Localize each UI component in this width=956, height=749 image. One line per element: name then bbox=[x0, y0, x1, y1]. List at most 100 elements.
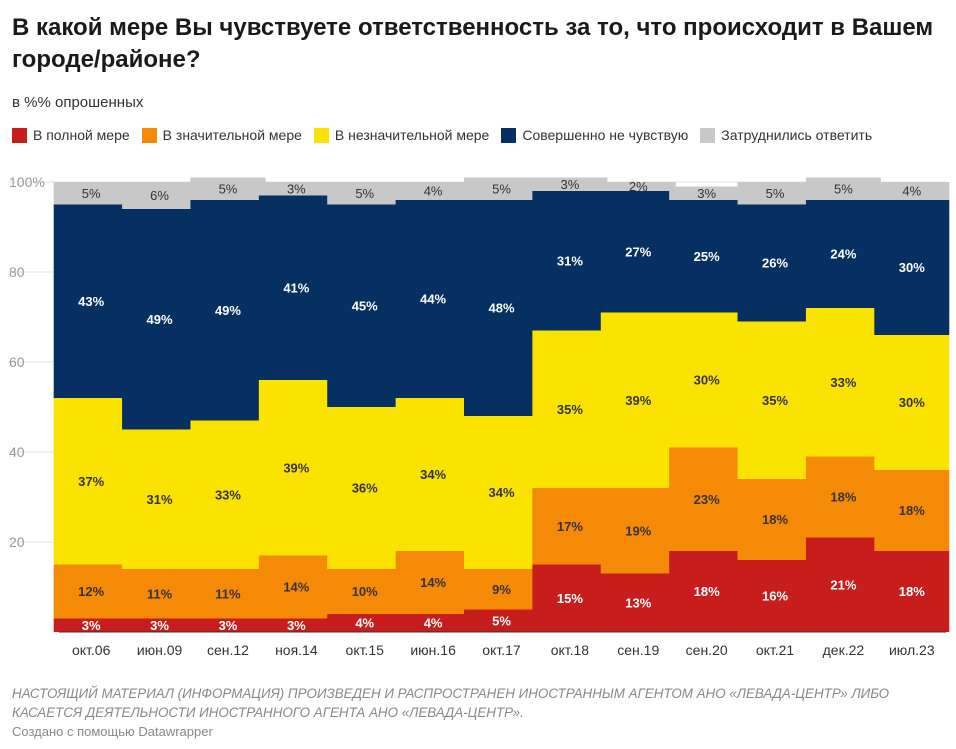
bar-segment bbox=[122, 569, 198, 619]
x-tick-label: окт.15 bbox=[346, 642, 385, 658]
bar-segment bbox=[190, 420, 266, 569]
x-tick-label: дек.22 bbox=[823, 642, 865, 658]
x-tick-label: окт.21 bbox=[756, 642, 795, 658]
legend-item: Затруднились ответить bbox=[700, 127, 872, 143]
bar-segment bbox=[532, 488, 608, 565]
bar-segment bbox=[190, 618, 266, 632]
bar-segment bbox=[464, 200, 539, 416]
bar-segment bbox=[600, 312, 676, 488]
data-label: 5% bbox=[834, 181, 853, 196]
foreign-agent-notice: НАСТОЯЩИЙ МАТЕРИАЛ (ИНФОРМАЦИЯ) ПРОИЗВЕД… bbox=[12, 686, 890, 720]
legend-item: В значительной мере bbox=[141, 127, 302, 143]
x-tick-label: июн.09 bbox=[137, 642, 183, 658]
bar-segment bbox=[53, 182, 129, 205]
bar-segment bbox=[874, 200, 950, 335]
bar-segment bbox=[327, 614, 403, 632]
bar-segment bbox=[669, 551, 745, 632]
data-label: 9% bbox=[492, 582, 511, 597]
data-label: 4% bbox=[355, 616, 374, 631]
x-tick-label: ноя.14 bbox=[275, 642, 318, 658]
data-label: 3% bbox=[82, 618, 101, 633]
bar-segment bbox=[190, 177, 266, 200]
data-label: 4% bbox=[424, 616, 443, 631]
data-label: 3% bbox=[219, 618, 238, 633]
y-tick-label: 80 bbox=[9, 264, 25, 280]
data-label: 43% bbox=[78, 294, 104, 309]
bar-segment bbox=[737, 204, 813, 322]
data-label: 16% bbox=[762, 589, 788, 604]
y-tick-label: 20 bbox=[9, 534, 25, 550]
data-label: 2% bbox=[629, 179, 648, 194]
data-label: 41% bbox=[283, 280, 309, 295]
bar-segment bbox=[395, 398, 471, 551]
bar-segment bbox=[122, 209, 198, 430]
data-label: 35% bbox=[557, 402, 583, 417]
data-label: 24% bbox=[830, 247, 856, 262]
bar-segment bbox=[53, 398, 129, 565]
y-tick-label: 60 bbox=[9, 354, 25, 370]
chart-legend: В полной мере В значительной мере В незнач… bbox=[12, 124, 884, 146]
bar-segment bbox=[258, 380, 334, 556]
bar-segment bbox=[532, 564, 608, 632]
bar-segment bbox=[737, 479, 813, 560]
bar-segment bbox=[669, 447, 745, 551]
bar-segment bbox=[258, 195, 334, 380]
data-label: 21% bbox=[830, 577, 856, 592]
data-label: 17% bbox=[557, 519, 583, 534]
legend-swatch bbox=[12, 127, 27, 143]
bar-segment bbox=[53, 204, 129, 398]
bar-segment bbox=[122, 429, 198, 569]
legend-item: В незначительной мере bbox=[313, 127, 490, 143]
bar-segment bbox=[805, 456, 881, 538]
datawrapper-credit: Создано с помощью Datawrapper bbox=[12, 724, 213, 739]
data-label: 15% bbox=[557, 591, 583, 606]
legend-swatch bbox=[313, 127, 329, 143]
bar-segment bbox=[805, 200, 881, 308]
legend-item: В полной мере bbox=[12, 127, 130, 143]
legend-swatch bbox=[141, 127, 157, 143]
data-label: 18% bbox=[694, 584, 720, 599]
bar-segment bbox=[874, 470, 950, 551]
data-label: 49% bbox=[215, 303, 241, 318]
x-tick-label: окт.18 bbox=[551, 642, 590, 658]
data-label: 10% bbox=[352, 584, 378, 599]
data-label: 30% bbox=[899, 395, 925, 410]
data-label: 33% bbox=[215, 487, 241, 502]
bar-segment bbox=[327, 569, 403, 614]
data-label: 39% bbox=[625, 393, 651, 408]
data-label: 5% bbox=[355, 186, 374, 201]
data-label: 3% bbox=[697, 186, 716, 201]
bar-segment bbox=[532, 177, 608, 191]
data-label: 4% bbox=[424, 184, 443, 199]
bar-segment bbox=[464, 569, 539, 610]
x-tick-label: июл.23 bbox=[889, 642, 935, 658]
bar-segment bbox=[53, 618, 129, 632]
bar-segment bbox=[258, 555, 334, 619]
legend-label: Совершенно не чувствую bbox=[522, 127, 689, 143]
data-label: 3% bbox=[287, 618, 306, 633]
data-label: 14% bbox=[283, 580, 309, 595]
bar-segment bbox=[874, 182, 950, 200]
y-tick-label: 100% bbox=[9, 174, 45, 190]
bar-segment bbox=[532, 191, 608, 331]
legend-label: В незначительной мере bbox=[334, 127, 490, 143]
bar-segment bbox=[737, 182, 813, 205]
data-label: 5% bbox=[219, 181, 238, 196]
data-label: 18% bbox=[899, 503, 925, 518]
bar-segment bbox=[600, 488, 676, 574]
data-label: 39% bbox=[283, 460, 309, 475]
data-label: 19% bbox=[625, 523, 651, 538]
bar-segment bbox=[327, 407, 403, 569]
legend-swatch bbox=[700, 127, 716, 143]
bar-segment bbox=[258, 182, 334, 196]
bar-segment bbox=[669, 312, 745, 448]
data-label: 11% bbox=[215, 586, 241, 601]
data-label: 5% bbox=[82, 186, 101, 201]
data-label: 31% bbox=[147, 492, 173, 507]
bar-segment bbox=[669, 186, 745, 200]
legend-swatch bbox=[501, 127, 517, 143]
bar-segment bbox=[805, 308, 881, 457]
bar-segment bbox=[395, 182, 471, 200]
data-label: 4% bbox=[902, 184, 921, 199]
bar-segment bbox=[737, 321, 813, 479]
